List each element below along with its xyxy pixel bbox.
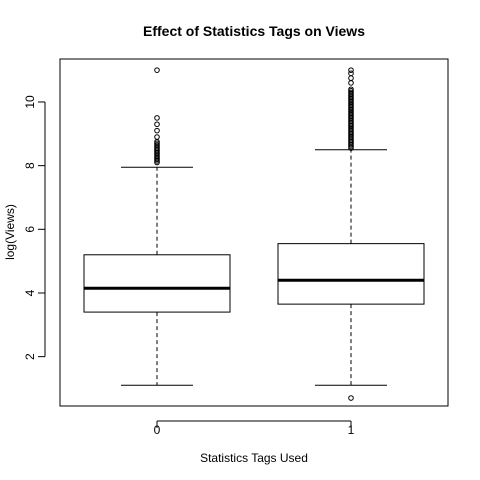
iqr-box	[277, 243, 425, 305]
outlier-point	[154, 67, 160, 73]
x-tick-label: 1	[348, 423, 355, 437]
outlier-point	[348, 75, 354, 81]
y-tick-label: 2	[23, 353, 37, 360]
x-tick-label: 0	[154, 423, 161, 437]
y-tick-label: 8	[23, 162, 37, 169]
x-axis-label: Statistics Tags Used	[200, 451, 308, 465]
plot-frame	[59, 58, 449, 407]
y-axis-label: log(Views)	[3, 204, 17, 260]
outlier-point	[154, 127, 160, 134]
outlier-point	[154, 121, 160, 128]
iqr-box	[83, 254, 231, 313]
y-tick-label: 4	[23, 289, 37, 296]
chart-title: Effect of Statistics Tags on Views	[143, 23, 365, 39]
outlier-point	[348, 80, 354, 86]
outlier-point	[348, 86, 354, 93]
y-tick-label: 6	[23, 226, 37, 233]
outlier-point	[154, 134, 160, 140]
outlier-point	[348, 70, 354, 77]
y-tick-label: 10	[23, 95, 37, 109]
outlier-point	[348, 395, 354, 401]
outlier-point	[348, 67, 354, 73]
chart-marks: 2 4 6 8 10 0 1	[23, 67, 425, 437]
outlier-point	[154, 115, 160, 121]
